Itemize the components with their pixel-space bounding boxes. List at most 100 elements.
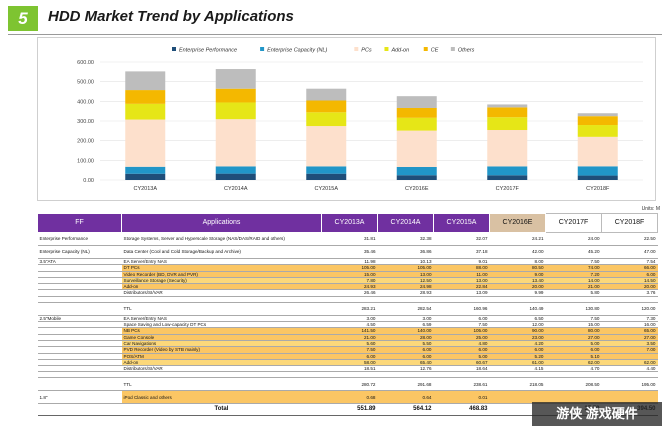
legend-swatch — [384, 47, 389, 51]
value-cell: 21.00 — [321, 334, 378, 341]
value-cell: 37.18 — [433, 245, 490, 259]
table-row: Distributors/SI/VAR 26.46 28.93 13.09 9.99 5.… — [37, 289, 658, 297]
table-row: PVD Recorder (Video by STB mainly) 7.50 6.… — [37, 346, 658, 354]
legend-label: Enterprise Performance — [179, 48, 237, 54]
value-cell: 20.00 — [601, 283, 658, 291]
value-cell: 13.00 — [377, 271, 434, 278]
bar-segment — [215, 102, 256, 120]
value-cell: 218.05 — [489, 377, 546, 392]
value-cell: 20.00 — [489, 283, 546, 291]
value-cell — [433, 296, 490, 303]
table-row: DT PCs 105.00 105.00 88.00 80.50 74.00 66.00 — [37, 264, 658, 272]
application-cell: Car Navigations — [121, 340, 322, 348]
table-row: NB PCs 141.50 140.00 105.00 90.00 80.00 65.00 — [37, 327, 658, 335]
form-factor-cell — [37, 377, 122, 392]
value-cell: 5.00 — [433, 353, 490, 360]
total-value-cell — [489, 403, 546, 417]
bar-segment — [306, 166, 347, 174]
value-cell: 27.00 — [601, 334, 658, 341]
total-label: Total — [121, 403, 322, 417]
value-cell: 5.80 — [545, 289, 602, 297]
value-cell: 195.00 — [601, 377, 658, 392]
application-cell: Game Console — [121, 334, 322, 341]
value-cell: 42.00 — [489, 245, 546, 259]
column-header: Applications — [121, 213, 322, 233]
value-cell: 66.00 — [601, 264, 658, 272]
value-cell: 18.51 — [321, 365, 378, 373]
form-factor-cell — [37, 289, 122, 297]
value-cell — [321, 296, 378, 303]
value-cell: 4.15 — [489, 365, 546, 373]
application-cell: PVD Recorder (Video by STB mainly) — [121, 346, 322, 354]
value-cell — [321, 371, 378, 379]
value-cell — [377, 371, 434, 379]
value-cell: 7.30 — [601, 315, 658, 323]
value-cell: 280.72 — [321, 377, 378, 392]
stacked-bar-chart: Enterprise Performance Enterprise Capacit… — [77, 47, 643, 192]
value-cell: 6.00 — [321, 353, 378, 360]
table-row: 3.5"ATA EA Server/Entry NAS 11.98 10.13 9.01… — [37, 258, 658, 266]
bar-segment — [306, 100, 347, 113]
value-cell: 16.00 — [601, 321, 658, 329]
value-cell: 7.50 — [545, 258, 602, 266]
legend-label: Add-on — [390, 48, 409, 54]
application-cell: Video Recorder (BD, DVR and PVR) — [121, 271, 322, 278]
value-cell: 3.00 — [377, 315, 434, 323]
value-cell: 282.54 — [377, 302, 434, 316]
value-cell: 88.00 — [433, 264, 490, 272]
y-tick-label: 200.00 — [77, 139, 94, 145]
value-cell: 3.76 — [601, 289, 658, 297]
bar-segment — [487, 117, 528, 131]
value-cell: 24.93 — [321, 283, 378, 291]
value-cell: 141.50 — [321, 327, 378, 335]
table-row: Video Recorder (BD, DVR and PVR) 15.00 13.… — [37, 271, 658, 278]
table-row: Surveillance Storage (Security) 7.80 12.50… — [37, 277, 658, 285]
application-cell: Add-on — [121, 283, 322, 291]
bar-segment — [487, 166, 528, 176]
application-cell: EA Server/Entry NAS — [121, 315, 322, 323]
bar-segment — [125, 71, 166, 91]
hdd-data-table: FF Applications CY2013A CY2014A CY2015A CY201… — [37, 213, 658, 417]
form-factor-cell — [37, 321, 122, 329]
value-cell: 7.80 — [321, 277, 378, 285]
units-label: Units: M — [641, 206, 660, 212]
table-row — [37, 371, 658, 379]
value-cell: 7.00 — [601, 346, 658, 354]
value-cell: 28.93 — [377, 289, 434, 297]
table-row: Add-on 24.93 24.98 22.84 20.00 21.00 20.00 — [37, 283, 658, 291]
table-row: Car Navigations 5.60 5.50 4.80 4.20 5.00 3.50 — [37, 340, 658, 348]
table-row: 1.8" iPod Classic and others 0.68 0.64 0.01 — [37, 390, 658, 405]
form-factor-cell: Enterprise Capacity (NL) — [37, 245, 122, 259]
application-cell: TTL — [121, 377, 322, 392]
value-cell: 4.80 — [433, 340, 490, 348]
value-cell: 6.00 — [489, 346, 546, 354]
legend-label: PCs — [361, 48, 372, 54]
total-value-cell: 468.83 — [433, 403, 490, 417]
legend-swatch — [354, 47, 359, 51]
value-cell — [489, 371, 546, 379]
value-cell: 140.49 — [489, 302, 546, 316]
value-cell: 4.20 — [489, 340, 546, 348]
bar-segment — [215, 69, 256, 89]
table-row: POS/ATM 6.00 6.00 5.00 5.20 5.10 — [37, 353, 658, 360]
form-factor-cell — [37, 271, 122, 278]
legend-swatch — [260, 47, 265, 51]
value-cell: 62.00 — [601, 359, 658, 367]
value-cell: 9.00 — [489, 271, 546, 278]
form-factor-cell: 3.5"ATA — [37, 258, 122, 266]
legend-swatch — [172, 47, 176, 51]
form-factor-cell: Enterprise Performance — [37, 232, 122, 246]
value-cell: 58.00 — [321, 359, 378, 367]
application-cell: Add-on — [121, 359, 322, 367]
value-cell: 13.09 — [433, 289, 490, 297]
value-cell: 4.70 — [545, 365, 602, 373]
table-row — [37, 296, 658, 303]
value-cell: 74.00 — [545, 264, 602, 272]
form-factor-cell — [37, 302, 122, 316]
chart-container: Enterprise Performance Enterprise Capacit… — [37, 37, 656, 201]
form-factor-cell — [37, 371, 122, 379]
table-row: Distributors/SI/VAR 18.51 12.76 18.64 4.15 4.… — [37, 365, 658, 373]
value-cell: 6.59 — [377, 321, 434, 329]
column-header: CY2018F — [601, 213, 658, 233]
value-cell: 65.00 — [601, 327, 658, 335]
